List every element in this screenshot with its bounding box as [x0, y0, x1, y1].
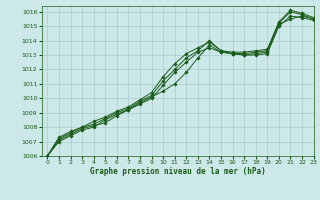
X-axis label: Graphe pression niveau de la mer (hPa): Graphe pression niveau de la mer (hPa) — [90, 167, 266, 176]
